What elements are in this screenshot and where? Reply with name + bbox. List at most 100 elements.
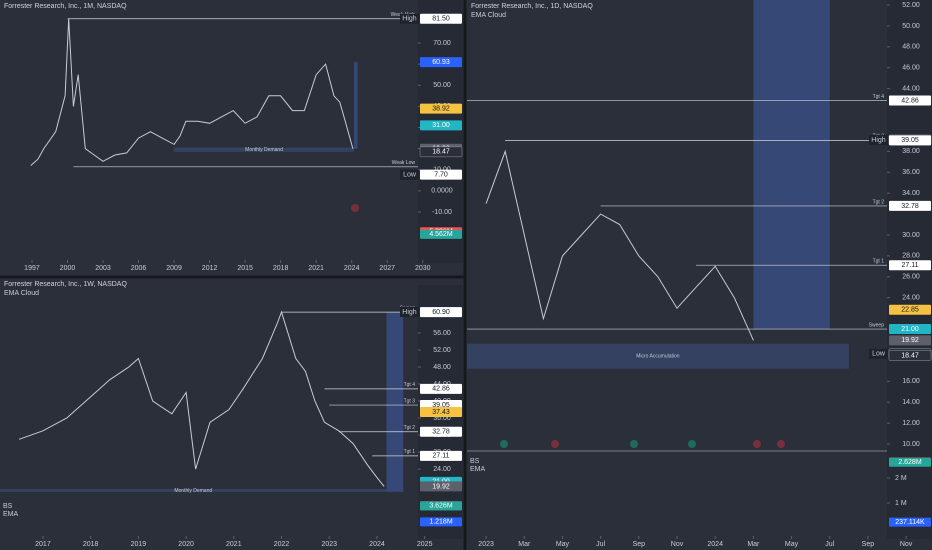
earnings-badge <box>688 440 696 448</box>
price-tag-label: 32.78 <box>432 429 450 436</box>
x-tick-label: Mar <box>747 541 760 548</box>
y-tick-label: 24.00 <box>902 295 920 302</box>
earnings-badge <box>551 440 559 448</box>
price-tag-label: 18.47 <box>432 149 450 156</box>
chart-title: Forrester Research, Inc., 1W, NASDAQ <box>4 281 127 288</box>
y-tick-label: 50.00 <box>433 82 451 89</box>
volume-tag-label: 3.626M <box>429 503 453 510</box>
price-tag <box>889 135 931 146</box>
price-tag-label: 27.11 <box>433 453 450 460</box>
y-tick-label: 52.00 <box>902 2 920 9</box>
zone-label: Micro Accumulation <box>636 354 680 360</box>
x-tick-label: 2020 <box>178 541 194 548</box>
price-tag-label: 37.43 <box>432 409 450 416</box>
x-tick-label: 2021 <box>308 265 324 272</box>
price-tag-label: 7.70 <box>434 171 448 178</box>
price-tag-label: 27.11 <box>902 262 919 269</box>
y-tick-label: 16.00 <box>902 378 920 385</box>
price-tag-label: 18.47 <box>901 352 919 359</box>
volume-tag-label: 4.562M <box>429 231 453 238</box>
price-tag-label: 39.05 <box>901 137 919 144</box>
zone <box>753 0 830 330</box>
x-tick-label: 2018 <box>83 541 99 548</box>
volume-title: BS <box>3 503 13 510</box>
y-tick-label: 48.00 <box>433 364 451 371</box>
y-tick-label: 36.00 <box>433 415 451 422</box>
x-tick-label: 2030 <box>415 265 431 272</box>
price-tag-label: 39.05 <box>432 402 450 409</box>
x-tick-label: 2017 <box>35 541 51 548</box>
volume-tag <box>420 501 462 511</box>
y-tick-label: 70.00 <box>433 40 451 47</box>
x-tick-label: 2024 <box>707 541 723 548</box>
price-tag <box>420 57 462 68</box>
zone <box>174 147 355 152</box>
level-label: Tgt 1 <box>873 259 885 265</box>
price-tag <box>420 481 462 492</box>
zone <box>386 311 404 492</box>
x-tick-label: 2000 <box>60 265 76 272</box>
tag-name: Low <box>872 351 886 358</box>
volume-tag-label: 1.218M <box>429 519 453 526</box>
volume-tick-label: 2 M <box>895 475 907 482</box>
x-tick-label: Sep <box>633 541 646 548</box>
x-tick-label: May <box>785 541 799 548</box>
y-tick-label: 36.00 <box>902 169 920 176</box>
earnings-badge <box>500 440 508 448</box>
price-tag <box>419 146 463 158</box>
x-tick-label: Jul <box>825 541 834 548</box>
zone <box>467 343 849 369</box>
price-tag-label: 31.00 <box>432 122 450 129</box>
volume-tag-label: 2.628M <box>898 459 922 466</box>
x-tick-label: 2027 <box>379 265 395 272</box>
x-tick-label: Nov <box>671 541 684 548</box>
price-tag <box>420 406 462 417</box>
zone-label: Monthly Demand <box>174 488 212 494</box>
earnings-badge <box>753 440 761 448</box>
x-tick-label: 2006 <box>131 265 147 272</box>
tag-name: High <box>871 137 886 144</box>
tag-name: High <box>402 309 417 316</box>
price-tag-label: 22.85 <box>901 307 919 314</box>
tag-name-box <box>869 348 888 359</box>
level-label: Tgt 2 <box>404 425 416 431</box>
price-line <box>485 149 754 341</box>
price-tag-label: 42.86 <box>432 386 450 393</box>
y-tick-label: 24.00 <box>433 466 451 473</box>
price-tag <box>420 120 462 131</box>
x-tick-label: 2025 <box>417 541 433 548</box>
price-tag <box>889 335 931 346</box>
volume-tag <box>420 517 462 527</box>
y-tick-label: 26.00 <box>902 274 920 281</box>
level-label: Tgt 4 <box>873 94 885 100</box>
volume-subtitle: EMA <box>470 466 486 473</box>
x-tick-label: Mar <box>518 541 531 548</box>
zone <box>354 62 358 149</box>
price-tag <box>889 324 931 335</box>
x-tick-label: Sep <box>862 541 875 548</box>
price-tag <box>889 200 931 211</box>
price-tag <box>420 307 462 318</box>
x-tick-label: 2003 <box>95 265 111 272</box>
tag-name-box <box>400 306 419 317</box>
tag-name-box <box>400 13 419 24</box>
volume-title: BS <box>470 458 480 465</box>
level-label: Sweep <box>869 322 885 328</box>
y-tick-label: 38.00 <box>902 148 920 155</box>
zone-label: Monthly Demand <box>245 147 283 153</box>
event-badges <box>351 204 785 448</box>
tag-name: Low <box>403 171 417 178</box>
y-tick-label: 50.00 <box>902 23 920 30</box>
price-tag <box>420 13 462 24</box>
y-tick-label: 0.0000 <box>431 188 453 195</box>
tag-name-box <box>869 134 888 145</box>
level-label: Tgt 1 <box>404 449 416 455</box>
dividend-badge <box>351 204 359 212</box>
price-tag <box>420 169 462 180</box>
chart-title: Forrester Research, Inc., 1D, NASDAQ <box>471 3 593 10</box>
volume-tag <box>889 457 931 467</box>
price-tag-label: 42.86 <box>901 97 919 104</box>
y-tick-label: 48.00 <box>902 44 920 51</box>
price-tag <box>889 304 931 315</box>
